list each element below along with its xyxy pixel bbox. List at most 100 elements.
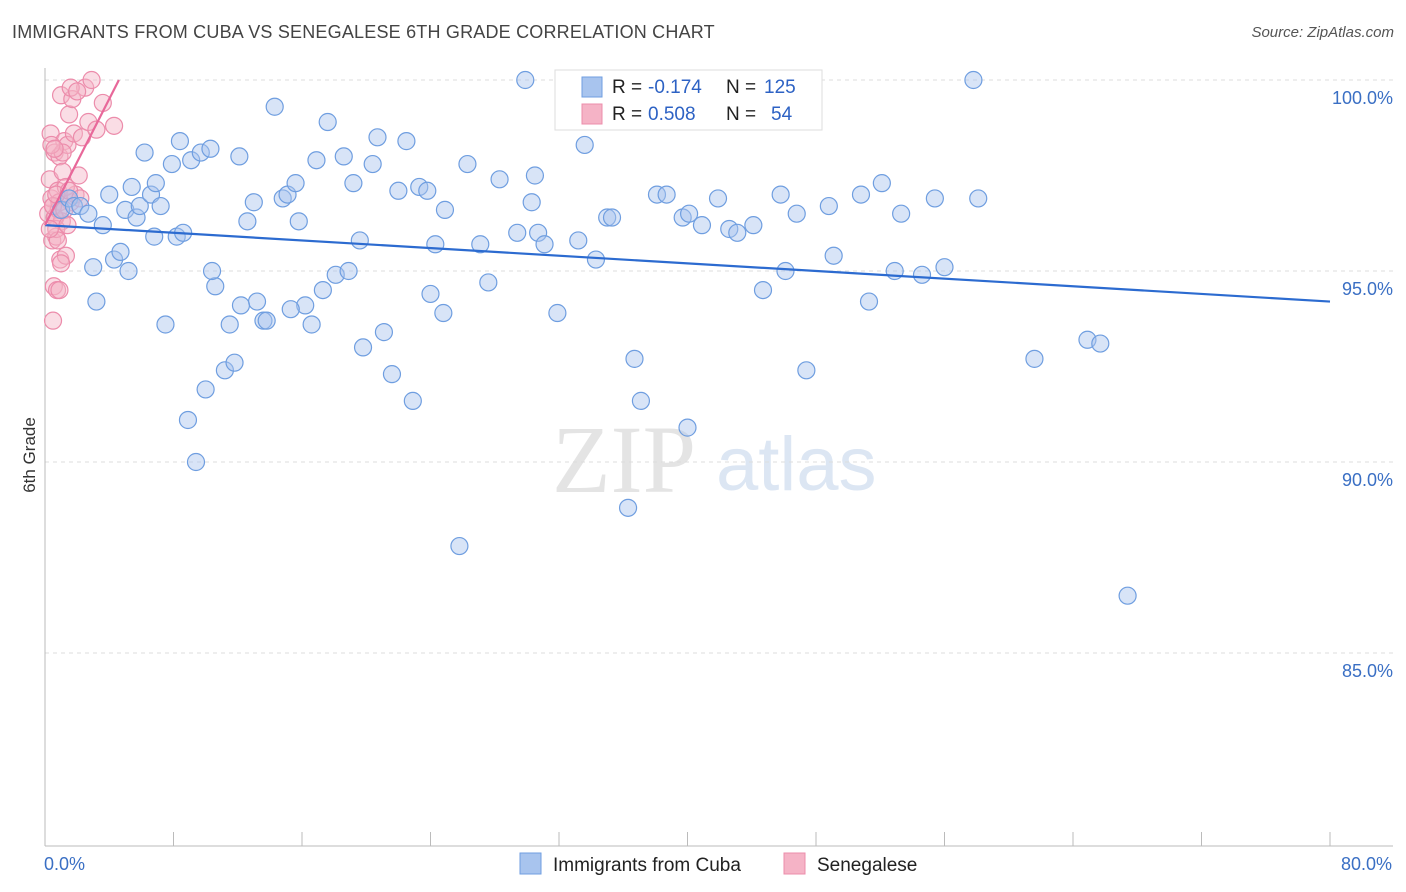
cuba-point-56 xyxy=(353,338,373,357)
cuba-point-34 xyxy=(225,353,244,372)
bottom-legend-swatch-blue xyxy=(519,852,542,875)
senegalese-point-30 xyxy=(82,70,101,90)
watermark-zip: ZIP xyxy=(552,406,696,513)
legend-n-value-1: 125 xyxy=(764,77,796,98)
cuba-point-74 xyxy=(508,223,527,242)
cuba-point-123 xyxy=(935,258,954,277)
legend-n-value-2: 54 xyxy=(771,104,793,125)
cuba-point-31 xyxy=(202,261,222,281)
cuba-point-40 xyxy=(257,311,276,330)
cuba-point-115 xyxy=(79,204,98,223)
cuba-point-37 xyxy=(244,193,263,212)
cuba-point-117 xyxy=(231,296,251,315)
legend-r-value-1: -0.174 xyxy=(648,77,702,98)
series-legend: Immigrants from Cuba Senegalese xyxy=(519,852,917,876)
y-tick-label-2: 90.0% xyxy=(1342,470,1393,490)
cuba-point-7 xyxy=(100,185,119,204)
cuba-point-62 xyxy=(397,132,416,151)
cuba-point-109 xyxy=(964,70,983,90)
cuba-point-27 xyxy=(191,143,210,162)
y-tick-label-3: 85.0% xyxy=(1342,661,1393,681)
cuba-point-87 xyxy=(631,391,651,410)
cuba-point-85 xyxy=(618,498,638,517)
source-label: Source: ZipAtlas.com xyxy=(1251,24,1394,41)
cuba-point-77 xyxy=(525,166,545,185)
cuba-point-73 xyxy=(490,170,509,189)
cuba-point-84 xyxy=(602,208,622,227)
cuba-point-66 xyxy=(421,284,440,304)
cuba-point-79 xyxy=(535,235,554,254)
cuba-point-24 xyxy=(178,410,198,430)
cuba-point-61 xyxy=(389,181,408,200)
cuba-point-103 xyxy=(851,185,871,204)
cuba-point-44 xyxy=(286,174,305,193)
legend-n-label-1: N = xyxy=(726,77,761,98)
bottom-legend-label-cuba: Immigrants from Cuba xyxy=(553,855,741,876)
legend-r-label-1: R = xyxy=(612,77,647,98)
cuba-point-11 xyxy=(119,261,138,281)
cuba-point-68 xyxy=(434,303,453,323)
legend-r-label-2: R = xyxy=(612,104,647,125)
cuba-point-94 xyxy=(708,189,728,208)
cuba-point-48 xyxy=(307,151,326,170)
senegalese-point-32 xyxy=(93,93,112,113)
cuba-point-111 xyxy=(1025,349,1044,368)
cuba-point-70 xyxy=(458,154,477,174)
cuba-trend-line xyxy=(44,224,1331,303)
bottom-legend-swatch-pink xyxy=(783,852,806,875)
y-axis-label: 6th Grade xyxy=(20,417,39,493)
cuba-point-101 xyxy=(819,196,838,216)
correlation-legend: R = -0.174 N = 125 R = 0.508 N = 54 xyxy=(554,69,823,131)
cuba-point-28 xyxy=(196,380,215,399)
bottom-legend-label-senegalese: Senegalese xyxy=(817,855,917,876)
cuba-point-29 xyxy=(201,139,220,158)
cuba-point-12 xyxy=(122,177,141,197)
cuba-point-57 xyxy=(363,154,382,174)
cuba-point-60 xyxy=(382,365,402,384)
cuba-point-33 xyxy=(220,315,239,334)
cuba-point-119 xyxy=(435,200,455,219)
legend-r-value-2: 0.508 xyxy=(648,104,696,125)
senegalese-point-45 xyxy=(40,219,59,239)
cuba-point-113 xyxy=(1091,334,1110,353)
cuba-point-55 xyxy=(350,231,369,250)
cuba-point-67 xyxy=(426,235,445,254)
x-tick-min: 0.0% xyxy=(44,854,85,874)
cuba-point-102 xyxy=(824,246,843,265)
legend-swatch-pink xyxy=(581,103,603,125)
cuba-point-25 xyxy=(182,151,201,170)
cuba-point-53 xyxy=(339,261,358,281)
senegalese-point-44 xyxy=(68,82,87,101)
cuba-point-46 xyxy=(296,296,315,315)
senegalese-point-42 xyxy=(51,254,71,273)
cuba-point-100 xyxy=(797,361,816,380)
senegalese-point-33 xyxy=(104,116,124,135)
cuba-point-18 xyxy=(151,196,170,216)
cuba-point-32 xyxy=(215,361,234,380)
cuba-point-118 xyxy=(281,300,300,319)
y-tick-label-0: 100.0% xyxy=(1332,88,1393,108)
cuba-point-92 xyxy=(680,204,699,223)
cuba-point-121 xyxy=(776,261,795,281)
cuba-point-41 xyxy=(265,97,284,116)
cuba-point-35 xyxy=(230,147,249,166)
cuba-point-104 xyxy=(859,292,879,311)
cuba-point-2 xyxy=(64,196,84,216)
cuba-point-89 xyxy=(657,185,676,204)
cuba-point-96 xyxy=(728,223,747,242)
cuba-point-91 xyxy=(678,418,697,437)
cuba-point-72 xyxy=(479,273,498,292)
cuba-point-14 xyxy=(130,196,149,216)
cuba-point-108 xyxy=(925,189,944,208)
cuba-point-120 xyxy=(569,231,588,250)
cuba-point-30 xyxy=(206,277,225,296)
cuba-point-71 xyxy=(471,235,490,254)
cuba-point-69 xyxy=(450,536,469,556)
cuba-point-22 xyxy=(170,132,190,151)
cuba-points xyxy=(51,70,1137,605)
cuba-point-99 xyxy=(787,204,806,223)
cuba-point-5 xyxy=(87,292,106,311)
cuba-point-83 xyxy=(598,208,617,227)
cuba-point-110 xyxy=(969,189,988,208)
cuba-point-38 xyxy=(247,292,267,311)
